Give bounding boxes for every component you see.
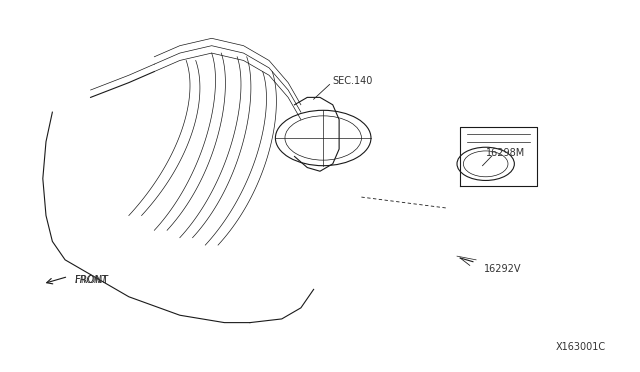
Text: X163001C: X163001C	[556, 341, 606, 352]
Text: FRONT: FRONT	[75, 275, 108, 285]
Text: 16298M: 16298M	[486, 148, 525, 158]
Text: FRONT: FRONT	[75, 275, 108, 285]
Text: 16292V: 16292V	[484, 264, 522, 274]
Text: SEC.140: SEC.140	[333, 76, 373, 86]
